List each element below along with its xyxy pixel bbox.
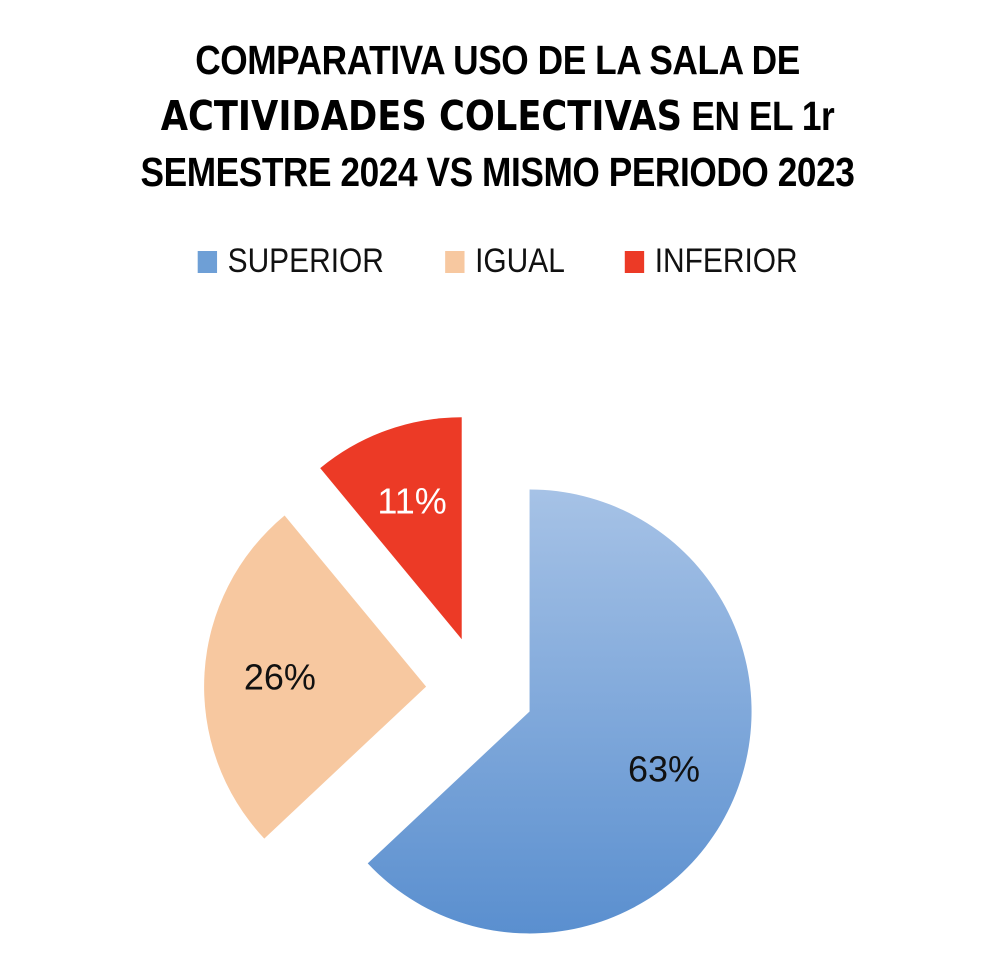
legend-item-inferior: INFERIOR bbox=[624, 242, 798, 281]
legend-swatch-superior bbox=[198, 250, 218, 273]
slice-label-inferior: 11% bbox=[377, 480, 446, 521]
legend-label-inferior: INFERIOR bbox=[654, 242, 798, 280]
slice-label-igual: 26% bbox=[244, 656, 316, 697]
pie-slice-superior bbox=[367, 489, 752, 934]
legend-label-superior: SUPERIOR bbox=[228, 242, 385, 280]
legend-swatch-igual bbox=[445, 250, 465, 273]
legend-item-igual: IGUAL bbox=[445, 242, 565, 281]
pie-slice-igual bbox=[204, 515, 427, 839]
legend-label-igual: IGUAL bbox=[475, 242, 565, 280]
legend-swatch-inferior bbox=[624, 250, 645, 273]
legend: SUPERIOR IGUAL INFERIOR bbox=[0, 242, 995, 281]
legend-item-superior: SUPERIOR bbox=[198, 242, 384, 281]
title-part-3: EN EL 1r SEMESTRE 2024 VS MISMO PERIODO … bbox=[140, 93, 855, 195]
pie-slice-inferior bbox=[320, 417, 462, 640]
chart-title: COMPARATIVA USO DE LA SALA DE ACTIVIDADE… bbox=[70, 32, 926, 200]
slice-label-superior: 63% bbox=[628, 749, 700, 790]
title-part-2: ACTIVIDADES COLECTIVAS bbox=[160, 92, 683, 140]
title-part-1: COMPARATIVA USO DE LA SALA DE bbox=[195, 37, 800, 83]
